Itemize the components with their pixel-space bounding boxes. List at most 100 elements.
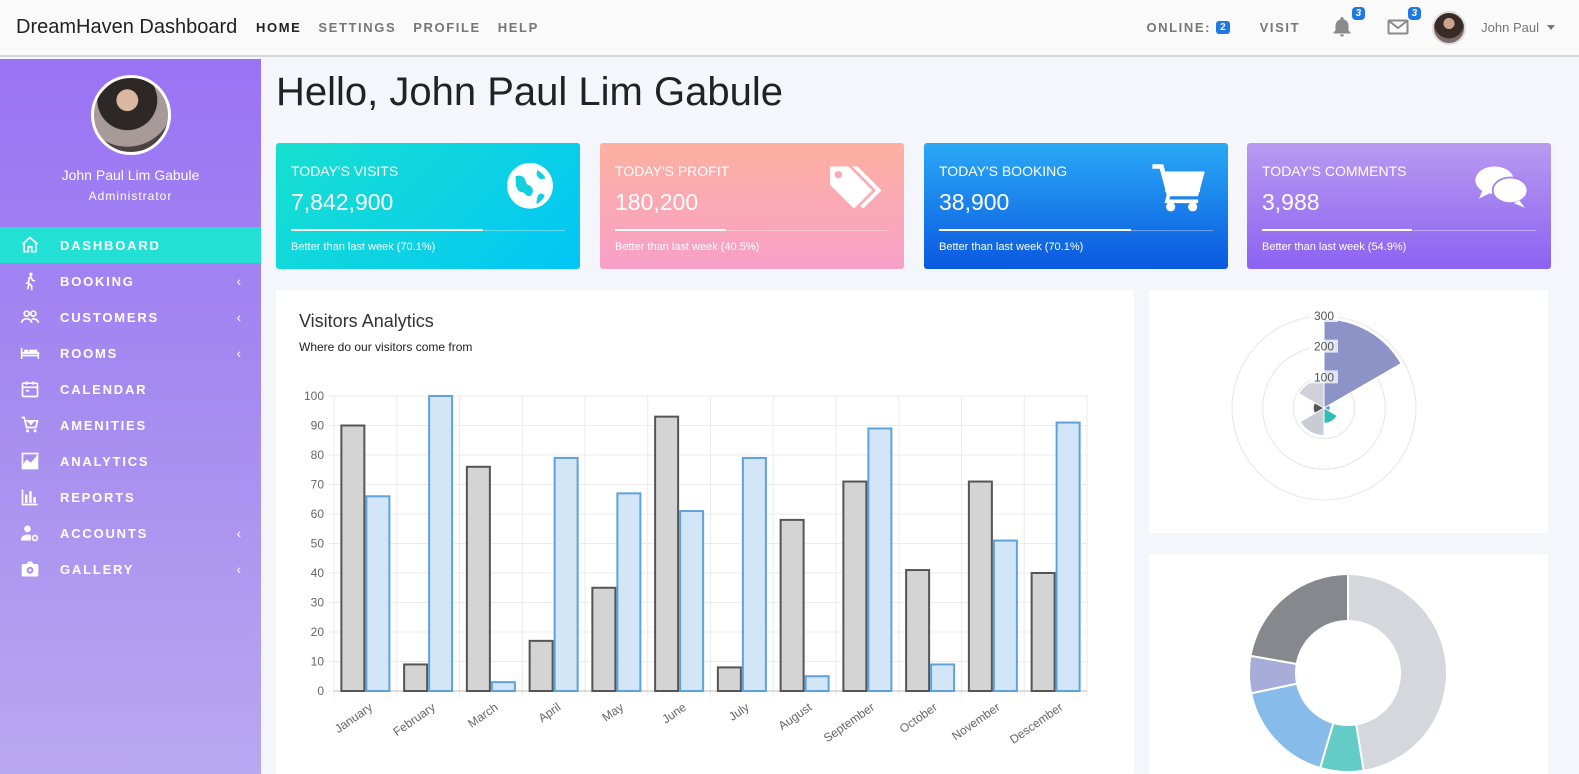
home-icon	[21, 236, 39, 253]
nav-settings[interactable]: SETTINGS	[318, 20, 397, 35]
user-menu-name: John Paul	[1481, 20, 1539, 35]
calendar-icon	[21, 381, 39, 398]
envelope-icon	[1387, 19, 1409, 34]
sidebar-item-accounts[interactable]: ACCOUNTS ‹	[0, 515, 261, 551]
x-tick-label: January	[332, 700, 375, 736]
x-tick-label: April	[536, 700, 564, 725]
bar-series-1	[403, 663, 429, 693]
top-navbar: DreamHaven Dashboard HOME SETTINGS PROFI…	[0, 0, 1579, 57]
notifications-badge: 3	[1351, 6, 1366, 20]
doughnut-segment	[1249, 682, 1335, 770]
nav-help[interactable]: HELP	[497, 20, 539, 35]
x-tick-label: September	[821, 700, 877, 745]
bar-series-2	[741, 456, 767, 692]
bar-series-1	[654, 415, 680, 693]
sidebar-item-customers[interactable]: CUSTOMERS ‹	[0, 299, 261, 335]
x-tick-label: February	[390, 700, 437, 739]
caret-down-icon	[1547, 25, 1555, 30]
user-avatar[interactable]	[1432, 10, 1467, 45]
page-title: Hello, John Paul Lim Gabule	[276, 70, 783, 114]
user-menu-dropdown[interactable]: John Paul	[1481, 20, 1555, 35]
people-icon	[20, 310, 40, 323]
bar-series-2	[679, 510, 705, 692]
stat-card-value: 7,842,900	[291, 189, 394, 215]
x-tick-label: Descember	[1007, 700, 1065, 747]
x-tick-label: July	[726, 700, 752, 724]
bar-series-2	[428, 395, 454, 692]
stat-card-footer: Better than last week (70.1%)	[291, 241, 436, 253]
cart-plus-icon	[21, 416, 39, 433]
stat-card-booking[interactable]: TODAY'S BOOKING 38,900 Better than last …	[924, 143, 1228, 269]
stat-card-visits[interactable]: TODAY'S VISITS 7,842,900 Better than las…	[276, 143, 580, 269]
bar-chart-icon	[21, 489, 38, 506]
visitors-bar-chart: 0 10 20 30 40 50 60 70 80 90 100 January February Mar…	[304, 389, 1088, 747]
chevron-left-icon: ‹	[236, 309, 243, 325]
chevron-left-icon: ‹	[236, 561, 243, 577]
y-tick-label: 10	[311, 655, 325, 669]
bar-series-1	[465, 465, 491, 692]
online-label: ONLINE:	[1146, 20, 1212, 35]
nav-home[interactable]: HOME	[256, 20, 302, 35]
comments-icon	[1475, 166, 1529, 208]
polar-area-chart: 100 200 300	[1231, 309, 1417, 501]
sidebar-item-rooms[interactable]: ROOMS ‹	[0, 335, 261, 371]
sidebar-item-calendar[interactable]: CALENDAR	[0, 371, 261, 407]
sidebar-item-label: CALENDAR	[60, 381, 148, 397]
bar-series-2	[553, 456, 579, 692]
online-status[interactable]: ONLINE: 2	[1146, 20, 1230, 35]
sidebar-item-analytics[interactable]: ANALYTICS	[0, 443, 261, 479]
stat-card-title: TODAY'S BOOKING	[939, 163, 1068, 179]
camera-icon	[21, 561, 39, 577]
stat-card-value: 3,988	[1262, 189, 1320, 215]
walk-icon	[25, 272, 36, 291]
y-tick-label: 50	[311, 537, 325, 551]
cart-icon	[1152, 164, 1205, 212]
polar-segment	[1323, 318, 1402, 409]
stat-card-footer: Better than last week (40.5%)	[615, 241, 760, 253]
bar-series-2	[616, 492, 642, 692]
panel-title: Visitors Analytics	[299, 311, 434, 331]
stat-card-progress	[615, 229, 889, 231]
stat-card-footer: Better than last week (54.9%)	[1262, 241, 1407, 253]
y-tick-label: 0	[317, 684, 324, 698]
nav-profile[interactable]: PROFILE	[413, 20, 481, 35]
sidebar-item-label: ANALYTICS	[60, 453, 150, 469]
sidebar-item-gallery[interactable]: GALLERY ‹	[0, 551, 261, 587]
polar-tick-label: 300	[1314, 309, 1334, 323]
bar-series-2	[867, 427, 893, 692]
sidebar-item-amenities[interactable]: AMENITIES	[0, 407, 261, 443]
bar-series-2	[992, 539, 1018, 692]
stat-card-title: TODAY'S COMMENTS	[1262, 163, 1407, 179]
sidebar-item-reports[interactable]: REPORTS	[0, 479, 261, 515]
stat-card-footer: Better than last week (70.1%)	[939, 241, 1084, 253]
doughnut-segment	[1347, 572, 1448, 772]
bar-series-2	[490, 681, 516, 692]
polar-tick-label: 100	[1314, 370, 1334, 384]
doughnut-chart-panel	[1149, 554, 1548, 774]
sidebar-item-booking[interactable]: BOOKING ‹	[0, 263, 261, 299]
chevron-left-icon: ‹	[236, 273, 243, 289]
visit-link[interactable]: VISIT	[1259, 20, 1301, 35]
bar-series-1	[1030, 572, 1056, 692]
stat-card-comments[interactable]: TODAY'S COMMENTS 3,988 Better than last …	[1247, 143, 1551, 269]
top-nav: HOME SETTINGS PROFILE HELP	[256, 20, 556, 35]
bed-icon	[20, 348, 40, 359]
visitors-analytics-panel: Visitors Analytics Where do our visitors…	[276, 290, 1134, 774]
x-tick-label: October	[897, 700, 940, 736]
y-tick-label: 60	[311, 507, 325, 521]
bar-series-1	[905, 569, 931, 692]
profile-avatar[interactable]	[90, 75, 171, 155]
x-tick-label: May	[599, 700, 626, 724]
notifications-button[interactable]: 3	[1330, 6, 1366, 41]
stat-card-profit[interactable]: TODAY'S PROFIT 180,200 Better than last …	[600, 143, 904, 269]
stat-card-progress	[1262, 229, 1536, 231]
user-gear-icon	[20, 525, 39, 542]
y-tick-label: 100	[304, 389, 324, 403]
sidebar-item-label: BOOKING	[60, 273, 135, 289]
polar-tick-bg	[1310, 339, 1338, 353]
bar-series-1	[842, 480, 868, 692]
messages-button[interactable]: 3	[1386, 6, 1422, 41]
x-tick-label: August	[776, 700, 815, 733]
sidebar-item-dashboard[interactable]: DASHBOARD	[0, 227, 261, 263]
brand-title[interactable]: DreamHaven Dashboard	[16, 16, 238, 38]
